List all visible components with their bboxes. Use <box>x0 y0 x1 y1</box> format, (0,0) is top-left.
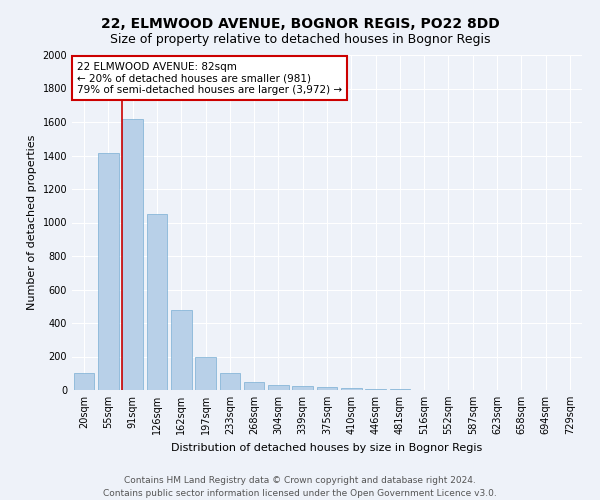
Bar <box>220 373 240 390</box>
Bar <box>341 388 362 390</box>
Bar <box>292 386 313 390</box>
Bar <box>171 310 191 390</box>
Bar <box>98 153 119 390</box>
Bar <box>74 373 94 390</box>
Bar <box>195 356 216 390</box>
Bar <box>317 386 337 390</box>
Bar <box>268 385 289 390</box>
Text: 22 ELMWOOD AVENUE: 82sqm
← 20% of detached houses are smaller (981)
79% of semi-: 22 ELMWOOD AVENUE: 82sqm ← 20% of detach… <box>77 62 342 95</box>
Bar <box>365 389 386 390</box>
Bar <box>146 214 167 390</box>
Text: Contains HM Land Registry data © Crown copyright and database right 2024.
Contai: Contains HM Land Registry data © Crown c… <box>103 476 497 498</box>
X-axis label: Distribution of detached houses by size in Bognor Regis: Distribution of detached houses by size … <box>172 442 482 452</box>
Bar <box>122 118 143 390</box>
Text: 22, ELMWOOD AVENUE, BOGNOR REGIS, PO22 8DD: 22, ELMWOOD AVENUE, BOGNOR REGIS, PO22 8… <box>101 18 499 32</box>
Y-axis label: Number of detached properties: Number of detached properties <box>27 135 37 310</box>
Text: Size of property relative to detached houses in Bognor Regis: Size of property relative to detached ho… <box>110 32 490 46</box>
Bar <box>244 382 265 390</box>
